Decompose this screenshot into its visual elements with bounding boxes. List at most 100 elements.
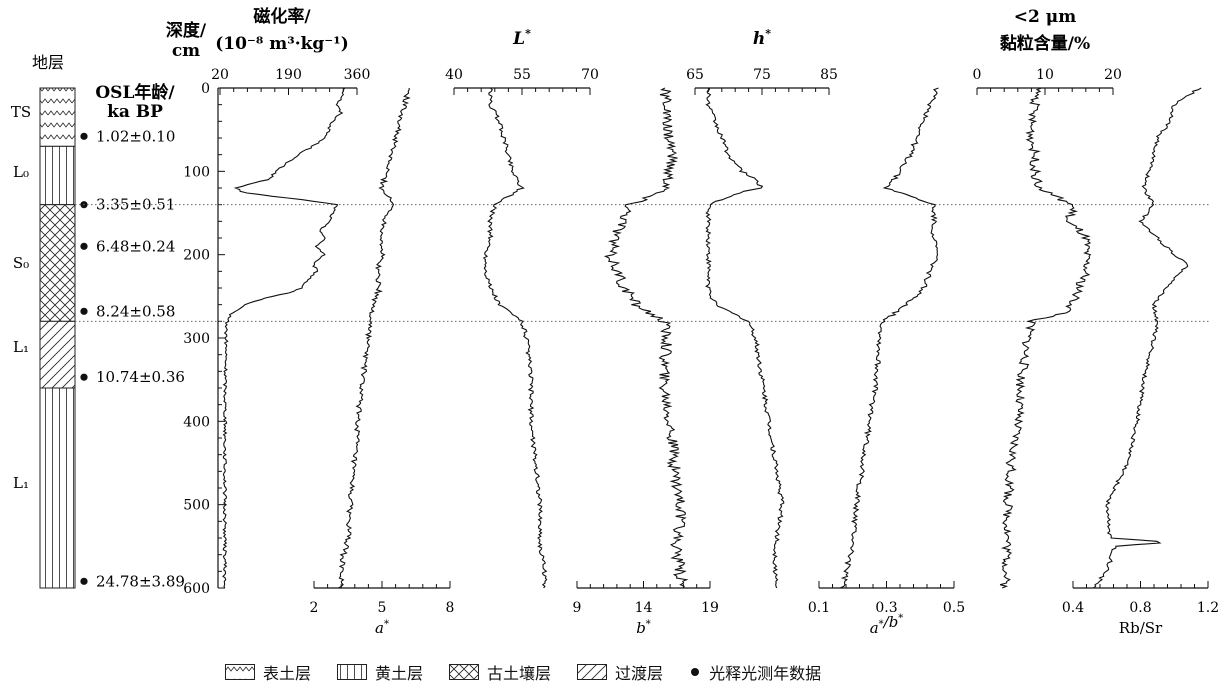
series-line — [338, 87, 411, 589]
strat-column: TS L₀ S₀ L₁ L₁ — [11, 87, 76, 589]
osl-age-label: 8.24±0.58 — [96, 302, 175, 320]
series-line — [1093, 87, 1202, 589]
stratum-paleosol — [39, 204, 76, 322]
osl-point — [80, 373, 88, 381]
legend-item-transition: 过渡层 — [577, 660, 663, 684]
legend-item-ts: 表土层 — [225, 660, 311, 684]
axis-tick-label: 40 — [445, 67, 463, 83]
unit-label: L₀ — [13, 163, 29, 181]
legend-item-paleosol: 古土壤层 — [449, 660, 551, 684]
depth-tick-label: 100 — [183, 164, 210, 180]
legend-label-osl: 光释光测年数据 — [709, 664, 822, 683]
axis-tick-label: 20 — [211, 67, 229, 83]
legend-label-paleosol: 古土壤层 — [487, 664, 552, 683]
osl-point — [80, 577, 88, 585]
unit-label: L₁ — [13, 474, 29, 492]
unit-label: S₀ — [13, 254, 29, 272]
osl-age-label: 1.02±0.10 — [96, 127, 175, 145]
track-4: 9 14 19 b* — [573, 87, 719, 637]
depth-tick-label: 400 — [183, 414, 210, 430]
stratum-loess — [39, 387, 76, 589]
track-label: Rb/Sr — [1119, 619, 1163, 637]
series-line — [603, 87, 689, 589]
axis-tick-label: 65 — [686, 67, 704, 83]
track-8: 0.4 0.8 1.2 Rb/Sr — [1062, 87, 1219, 637]
series-line — [482, 87, 548, 589]
track-7: 0 10 20 <2 μm 黏粒含量/% — [973, 7, 1122, 589]
axis-tick-label: 1.2 — [1197, 600, 1219, 616]
osl-point — [80, 242, 88, 250]
series-line — [839, 87, 939, 589]
depth-axis: 0 100 200 300 400 500 600 — [183, 81, 225, 597]
osl-dot-icon — [691, 668, 700, 676]
track-label: a* — [375, 619, 389, 637]
axis-tick-label: 85 — [820, 67, 838, 83]
depth-tick-label: 300 — [183, 331, 210, 347]
depth-label-1: 深度/ — [166, 20, 207, 41]
legend-item-loess: 黄土层 — [337, 660, 423, 684]
osl-label-2: ka BP — [107, 102, 163, 122]
unit-label: TS — [11, 103, 31, 121]
depth-label-2: cm — [172, 41, 200, 61]
axis-tick-label: 14 — [635, 600, 653, 616]
loess-swatch — [337, 664, 368, 680]
track-title: h* — [753, 27, 771, 49]
stratum-loess — [39, 145, 76, 206]
track-title: L* — [512, 27, 531, 49]
osl-age-label: 24.78±3.89 — [96, 572, 185, 590]
osl-point — [80, 307, 88, 315]
axis-tick-label: 8 — [446, 600, 455, 616]
track-title-2: 黏粒含量/% — [1000, 33, 1090, 54]
track-label: b* — [636, 619, 651, 637]
track-3: 40 55 70 L* — [445, 27, 599, 589]
series-line — [705, 88, 785, 589]
series-line — [999, 87, 1092, 589]
axis-tick-label: 9 — [573, 600, 582, 616]
axis-tick-label: 0.8 — [1129, 600, 1151, 616]
osl-label-1: OSL年龄/ — [95, 82, 175, 103]
depth-tick-label: 200 — [183, 248, 210, 264]
unit-label: L₁ — [13, 338, 29, 356]
depth-tick-label: 0 — [201, 81, 210, 97]
axis-tick-label: 20 — [1104, 67, 1122, 83]
osl-points: 1.02±0.103.35±0.516.48±0.248.24±0.5810.7… — [80, 127, 185, 590]
stratum-ts — [39, 87, 76, 147]
track-2: 2 5 8 a* — [310, 87, 455, 637]
depth-tick-label: 600 — [183, 581, 210, 597]
osl-point — [80, 132, 88, 140]
axis-tick-label: 19 — [701, 600, 719, 616]
axis-tick-label: 75 — [753, 67, 771, 83]
axis-tick-label: 0.4 — [1062, 600, 1084, 616]
legend: 表土层 黄土层 古土壤层 过渡层 光释光测年数据 — [225, 660, 821, 684]
track-5: 65 75 85 h* — [686, 27, 838, 589]
osl-age-label: 10.74±0.36 — [96, 368, 185, 386]
axis-tick-label: 2 — [310, 600, 319, 616]
series-line — [222, 87, 346, 589]
axis-tick-label: 70 — [581, 67, 599, 83]
track-title: <2 μm — [1014, 7, 1076, 27]
axis-tick-label: 190 — [275, 67, 302, 83]
track-6: 0.1 0.3 0.5 a*/b* — [808, 87, 965, 637]
data-tracks: 20 190 360 磁化率/ (10⁻⁸ m³·kg⁻¹) 2 5 8 a* 40 55 70 L* 9… — [211, 6, 1219, 637]
transition-swatch — [577, 664, 608, 680]
osl-age-label: 6.48±0.24 — [96, 237, 175, 255]
axis-tick-label: 55 — [513, 67, 531, 83]
axis-tick-label: 0.3 — [875, 600, 897, 616]
axis-tick-label: 5 — [378, 600, 387, 616]
legend-label-transition: 过渡层 — [615, 664, 664, 683]
track-title-2: (10⁻⁸ m³·kg⁻¹) — [215, 34, 349, 54]
axis-tick-label: 360 — [344, 67, 371, 83]
legend-label-ts: 表土层 — [263, 664, 312, 683]
depth-tick-label: 500 — [183, 498, 210, 514]
paleosol-swatch — [449, 664, 480, 680]
track-1: 20 190 360 磁化率/ (10⁻⁸ m³·kg⁻¹) — [211, 6, 371, 589]
axis-tick-label: 10 — [1036, 67, 1054, 83]
legend-label-loess: 黄土层 — [375, 664, 424, 683]
reference-lines — [75, 204, 1210, 322]
strat-header: 地层 — [32, 53, 64, 72]
track-title: 磁化率/ — [253, 6, 311, 27]
ts-swatch — [225, 664, 255, 680]
axis-tick-label: 0.5 — [943, 600, 965, 616]
axis-tick-label: 0.1 — [808, 600, 830, 616]
